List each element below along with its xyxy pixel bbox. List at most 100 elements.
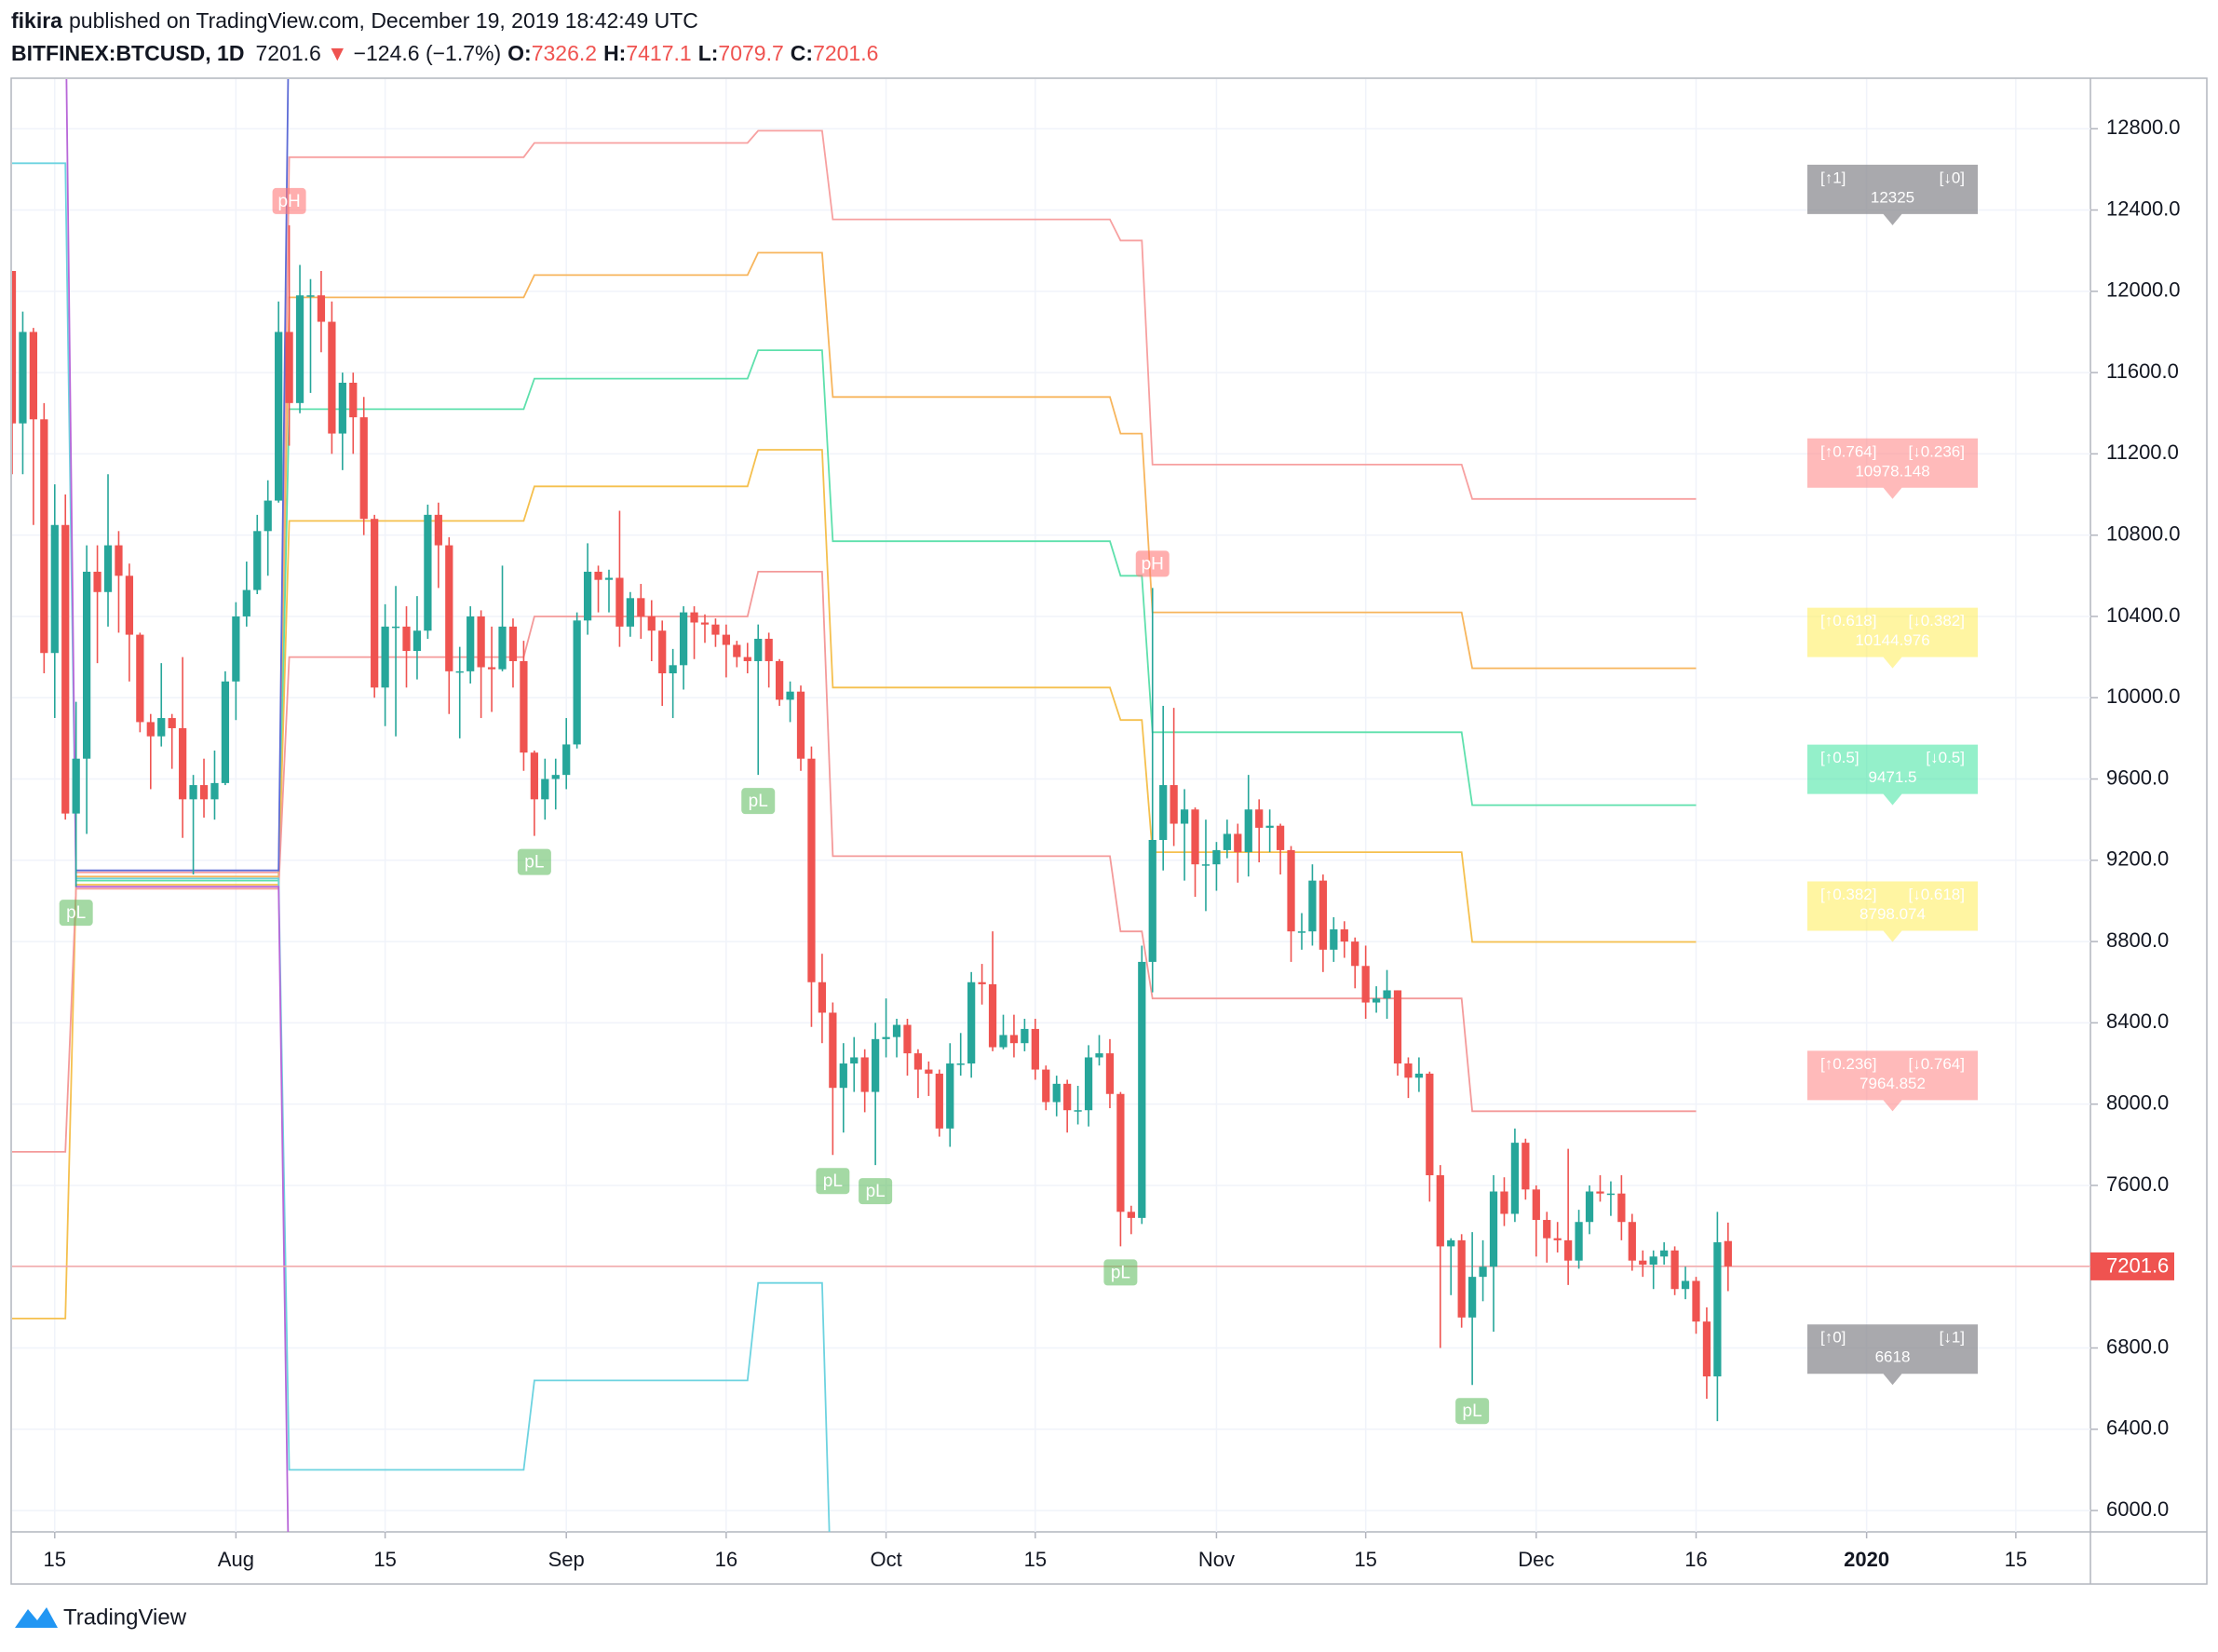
candle-body [1510,1143,1520,1214]
level-box [1807,164,1978,225]
candle-body [935,1073,943,1129]
candle-body [1606,1193,1616,1196]
candle-body [1084,1057,1093,1111]
y-tick-label: 6000.0 [2106,1497,2169,1521]
candle-body [455,670,464,673]
y-tick-label: 6800.0 [2106,1334,2169,1358]
candle-body [83,571,91,759]
chart-frame [10,77,2208,1585]
candle-body [637,598,645,616]
candle-body [700,622,710,625]
candle-body [146,722,155,737]
candle-body [1009,1035,1019,1044]
candle-body [328,321,336,434]
pivot-marker [1135,550,1170,577]
candle-body [412,630,422,652]
publish-line: fikira published on TradingView.com, Dece… [11,8,698,33]
candle-body [115,545,123,576]
candle-body [1457,1239,1466,1318]
candle-body [487,667,496,670]
level-value: 12325 [1871,188,1914,206]
candle-body [1052,1083,1061,1103]
level-up: [↑1] [1820,169,1846,186]
l-label: L: [698,41,719,65]
level-down: [↓0.236] [1909,442,1966,460]
candle-body [285,332,293,403]
candle-body [1297,931,1306,933]
axes: 6000.06400.06800.07200.07600.08000.08400… [44,115,2181,1571]
candle-body [338,383,346,434]
candle-body [1521,1143,1530,1190]
h-label: H: [603,41,626,65]
pivot-label: pH [1142,554,1164,574]
candle-body [573,620,581,745]
x-tick-label: 15 [373,1548,396,1571]
candle-body [253,531,262,590]
y-tick-label: 10000.0 [2106,684,2181,708]
close: 7201.6 [813,41,878,65]
candle-body [594,571,602,580]
pivot-marker [1455,1398,1490,1425]
pivot-label: pL [1111,1263,1130,1282]
candle-body [679,612,688,666]
candle-body [349,383,358,418]
candle-body [1127,1212,1135,1218]
candle-body [1330,929,1338,950]
candle-body [1319,880,1327,950]
y-tick-label: 10800.0 [2106,521,2181,545]
candle-body [647,616,656,631]
y-tick-label: 10400.0 [2106,603,2181,627]
candle-body [913,1053,923,1070]
level-down: [↓0.764] [1909,1055,1966,1073]
candle-body [93,571,101,592]
candle-body [743,657,751,661]
level-box [1807,744,1978,806]
y-tick-label: 9600.0 [2106,765,2169,789]
candle-body [850,1057,859,1064]
candle-body [1031,1028,1039,1070]
candle-body [786,691,794,700]
candle-body [796,691,805,759]
candle-body [1276,825,1285,850]
candle-body [434,514,442,546]
arrow: ▼ [327,41,348,65]
candle-body [136,634,144,723]
candle-body [242,589,250,616]
candle-body [1021,1028,1029,1044]
level-line [75,251,1697,878]
logo-icon [15,1607,58,1628]
level-line [75,79,290,872]
pivot-marker [59,900,93,927]
candle-body [1500,1191,1508,1214]
candle-body [103,545,113,592]
candle-body [179,727,187,800]
x-tick-label: Dec [1518,1548,1554,1571]
level-up: [↑0.382] [1820,886,1877,903]
pivot-label: pH [277,192,300,211]
candle-body [391,626,400,629]
candle-body [711,624,720,635]
level-down: [↓0] [1940,169,1965,186]
level-box [1807,607,1978,669]
candle-body [1713,1242,1722,1377]
level-value: 6618 [1875,1348,1911,1366]
candle-body [498,626,507,670]
candle-body [520,660,528,753]
candle-body [1532,1189,1540,1221]
candle-body [1255,809,1264,828]
candle-body [1670,1250,1679,1290]
candle-body [1596,1191,1604,1194]
candle-body [1244,809,1252,853]
candle-body [1649,1256,1657,1266]
candle-body [275,332,283,501]
candle-body [722,634,731,645]
candle-body [999,1035,1008,1048]
pivot-marker [741,788,776,815]
candle-body [189,785,197,800]
level-line [65,79,290,1532]
candle-body [1724,1240,1732,1266]
candle-body [946,1063,954,1129]
level-up: [↑0.764] [1820,442,1877,460]
candle-body [733,644,741,657]
level-value: 10978.148 [1855,462,1929,480]
